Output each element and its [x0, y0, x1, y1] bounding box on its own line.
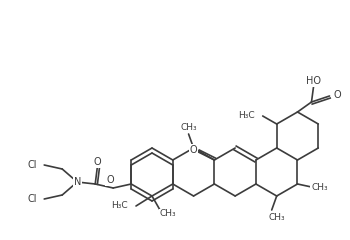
- Text: O: O: [190, 145, 197, 155]
- Text: HO: HO: [306, 76, 321, 86]
- Text: H₃C: H₃C: [111, 202, 128, 210]
- Text: Cl: Cl: [28, 160, 37, 170]
- Text: CH₃: CH₃: [180, 124, 197, 132]
- Text: O: O: [106, 175, 114, 185]
- Text: CH₃: CH₃: [268, 214, 285, 222]
- Text: CH₃: CH₃: [160, 210, 176, 218]
- Text: H₃C: H₃C: [238, 112, 255, 120]
- Text: O: O: [334, 90, 341, 100]
- Text: CH₃: CH₃: [311, 182, 328, 192]
- Text: O: O: [93, 157, 101, 167]
- Text: Cl: Cl: [28, 194, 37, 204]
- Text: N: N: [74, 177, 81, 187]
